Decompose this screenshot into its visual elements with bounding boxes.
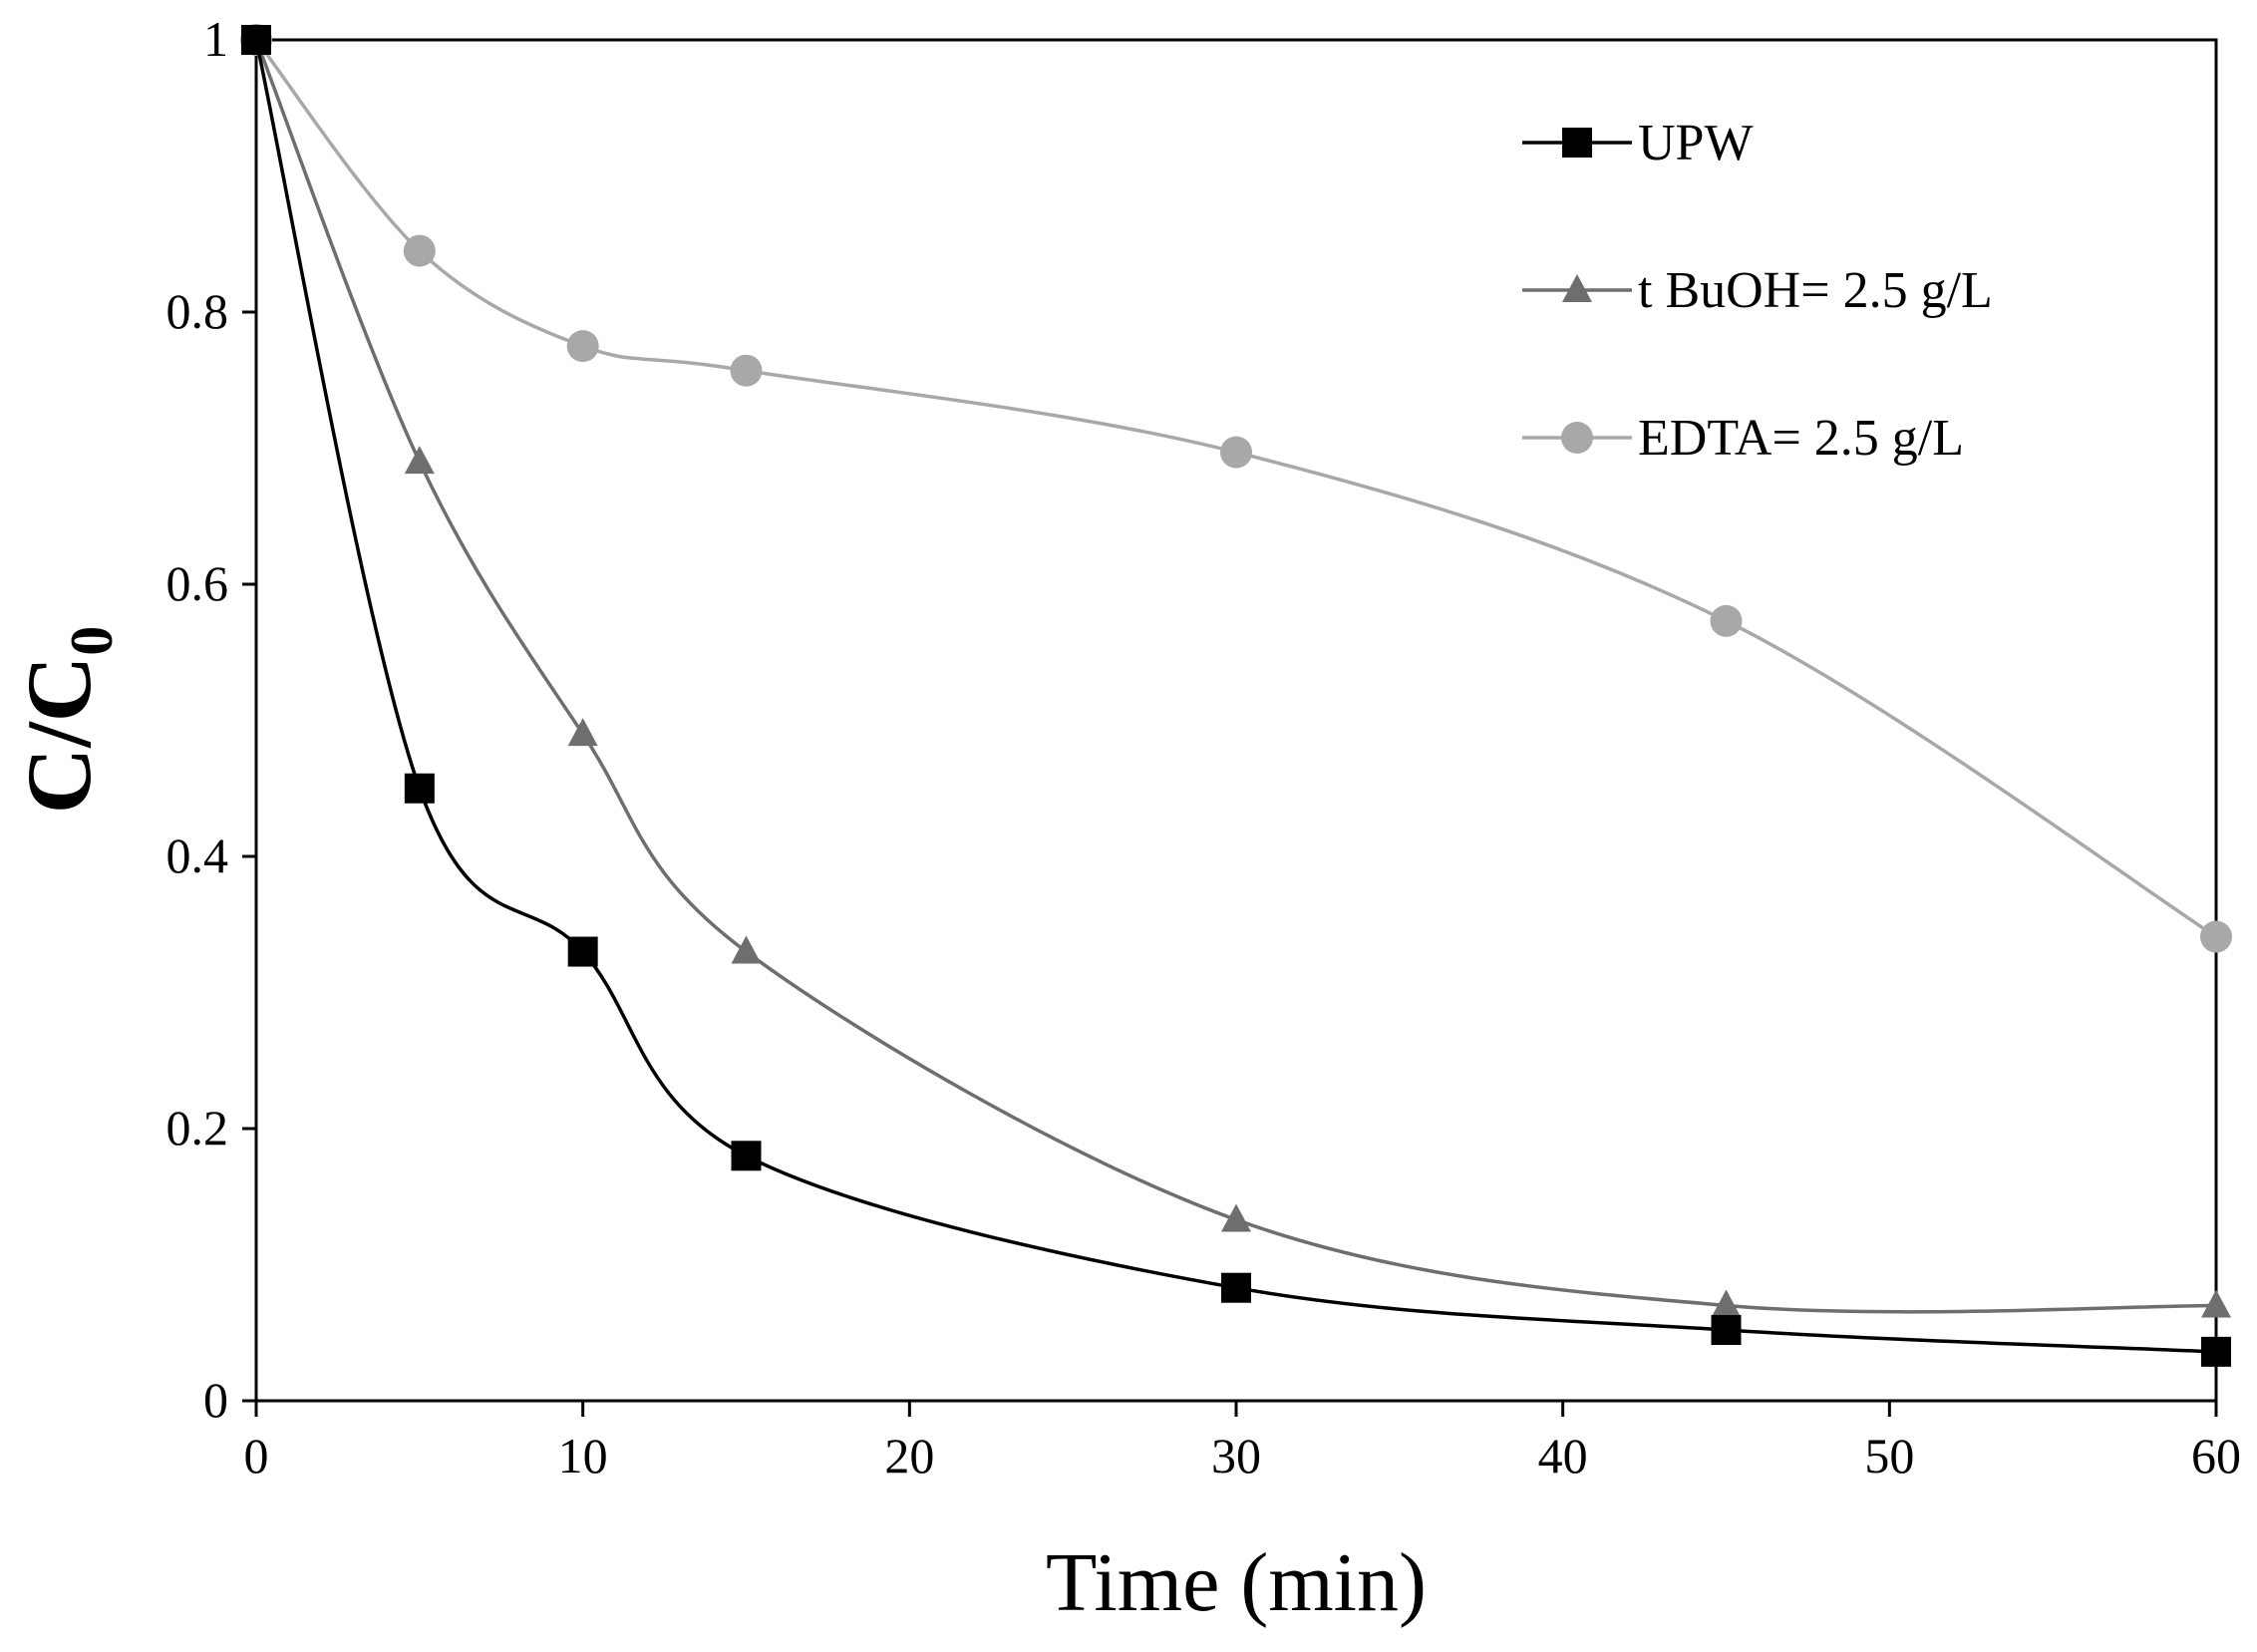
series-layer xyxy=(240,24,2232,1367)
data-point xyxy=(567,936,598,967)
x-tick-label: 0 xyxy=(244,1428,269,1484)
series-line xyxy=(254,38,2217,939)
legend-marker xyxy=(1562,128,1592,158)
x-tick-label: 20 xyxy=(884,1428,934,1484)
x-axis-ticks: 0 10 20 30 40 50 60 xyxy=(244,1401,2241,1484)
data-point xyxy=(731,935,762,964)
legend-marker xyxy=(1562,274,1592,302)
data-point xyxy=(2201,1289,2231,1318)
data-point xyxy=(404,446,435,475)
series-line xyxy=(254,39,2217,1354)
y-tick-label: 0.4 xyxy=(166,827,229,883)
series-circle xyxy=(240,24,2232,953)
data-point xyxy=(730,354,763,387)
data-point xyxy=(731,1141,762,1171)
legend-item: t BuOH= 2.5 g/L xyxy=(1522,262,1993,319)
series-line xyxy=(254,39,2217,1314)
data-point xyxy=(241,25,271,55)
y-axis-label-group: C/C0 xyxy=(8,626,125,814)
data-point xyxy=(1221,1272,1251,1303)
data-point xyxy=(566,330,599,363)
legend-item: EDTA= 2.5 g/L xyxy=(1522,410,1964,467)
x-axis-label: Time (min) xyxy=(1046,1536,1427,1629)
series-square xyxy=(241,25,2231,1367)
data-point xyxy=(2201,1336,2231,1367)
data-point xyxy=(1220,436,1252,469)
legend-label: t BuOH= 2.5 g/L xyxy=(1638,262,1993,319)
plot-area-frame xyxy=(254,38,2218,1403)
x-tick-label: 10 xyxy=(558,1428,608,1484)
series-triangle xyxy=(241,24,2231,1318)
y-axis-label-main: C/C xyxy=(8,656,110,814)
legend-label: UPW xyxy=(1638,115,1754,171)
data-point xyxy=(1711,1315,1742,1346)
y-tick-label: 0.8 xyxy=(166,283,229,339)
data-point xyxy=(1711,1289,1742,1318)
data-point xyxy=(404,773,435,804)
data-point xyxy=(1710,604,1743,637)
y-tick-label: 0 xyxy=(203,1372,228,1428)
legend: UPW t BuOH= 2.5 g/L EDTA= 2.5 g/L xyxy=(1522,115,1993,467)
data-point xyxy=(1221,1203,1251,1232)
y-tick-label: 0.6 xyxy=(166,555,229,611)
x-tick-label: 40 xyxy=(1538,1428,1588,1484)
x-tick-label: 30 xyxy=(1211,1428,1261,1484)
y-tick-label: 1 xyxy=(203,11,228,67)
data-point xyxy=(567,718,598,747)
data-point xyxy=(2200,920,2232,953)
y-axis-ticks: 0 0.2 0.4 0.6 0.8 1 xyxy=(166,11,256,1428)
data-point xyxy=(403,234,436,267)
y-tick-label: 0.2 xyxy=(166,1100,229,1156)
legend-label: EDTA= 2.5 g/L xyxy=(1638,410,1964,467)
y-axis-label: C/C0 xyxy=(8,626,125,814)
y-axis-label-subscript: 0 xyxy=(59,626,125,656)
x-tick-label: 60 xyxy=(2191,1428,2241,1484)
legend-item: UPW xyxy=(1522,115,1754,171)
x-tick-label: 50 xyxy=(1864,1428,1914,1484)
legend-marker xyxy=(1561,422,1593,454)
